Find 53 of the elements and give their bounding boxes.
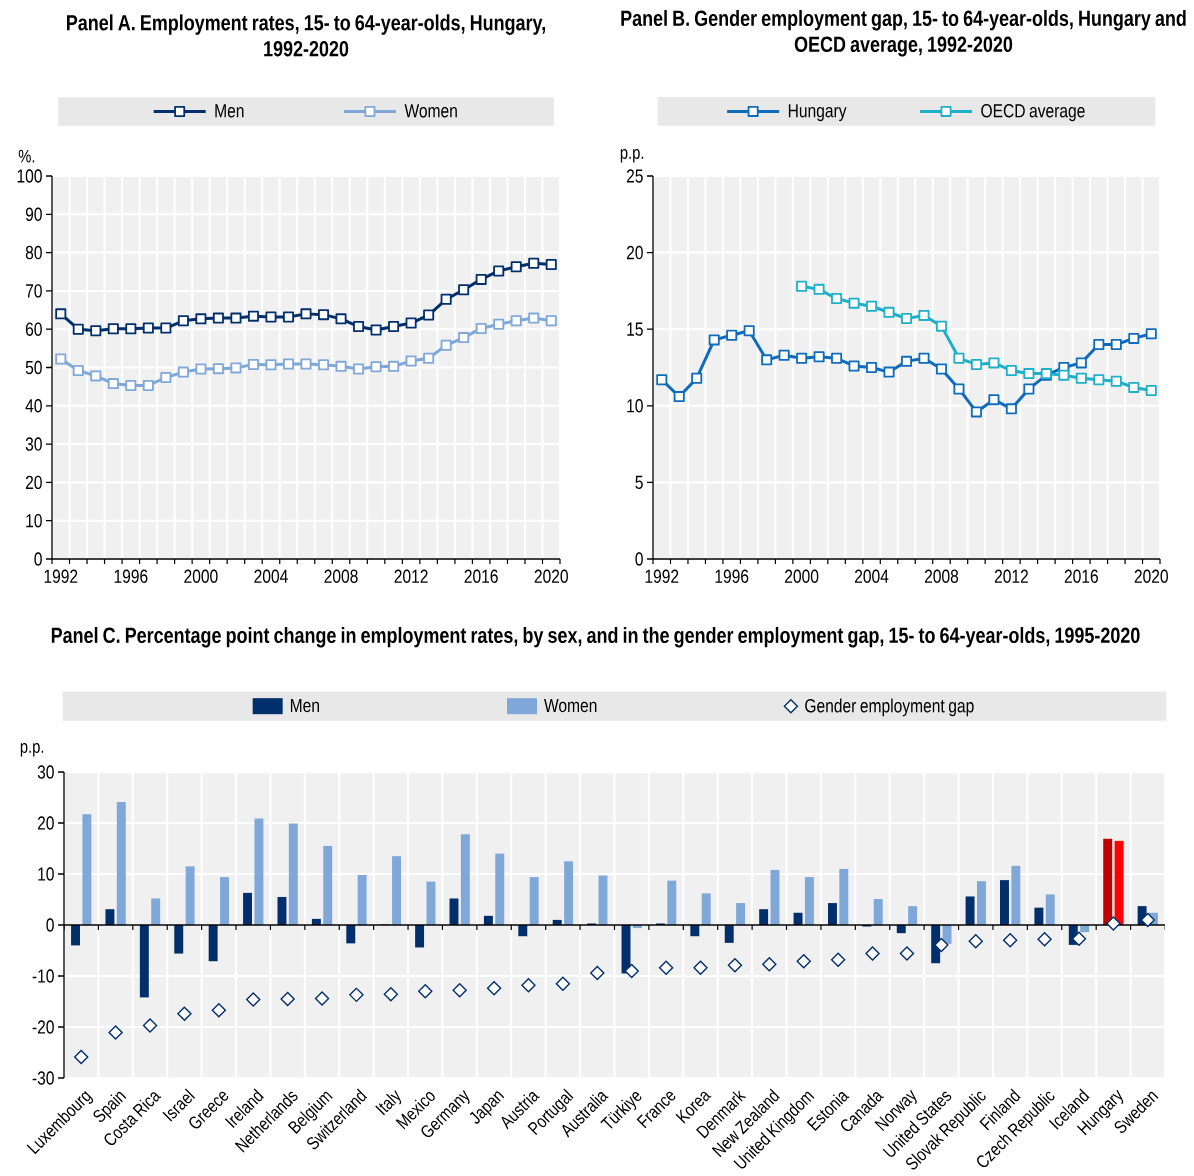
y-axis-title: %. xyxy=(18,149,35,163)
x-tick-label: 2020 xyxy=(534,569,568,583)
y-tick-label: 60 xyxy=(25,322,42,336)
y-tick-label: 20 xyxy=(37,816,54,830)
y-tick-label: 0 xyxy=(34,552,42,566)
legend-label: Hungary xyxy=(788,104,847,122)
x-tick-label: 2016 xyxy=(1064,569,1098,583)
y-tick-label: 100 xyxy=(17,169,42,183)
legend-label: Gender employment gap xyxy=(805,698,974,717)
y-tick-label: 80 xyxy=(25,245,42,260)
legend-label: Women xyxy=(404,104,457,118)
x-tick-label: 2008 xyxy=(324,569,358,583)
y-axis-title: p.p. xyxy=(20,743,44,757)
y-tick-label: 90 xyxy=(25,207,42,222)
y-tick-label: 5 xyxy=(635,475,643,490)
y-tick-label: 20 xyxy=(25,475,42,490)
y-tick-label: 10 xyxy=(38,867,54,881)
y-tick-label: -10 xyxy=(32,969,54,983)
x-tick-label: 2012 xyxy=(994,569,1028,583)
y-tick-label: 10 xyxy=(627,399,643,413)
y-tick-label: 0 xyxy=(46,918,54,932)
y-tick-label: 20 xyxy=(626,245,643,260)
chart-title: Panel B. Gender employment gap, 15- to 64-year-olds, Hungary and OECD average, 1992-2020 xyxy=(621,9,1186,57)
x-tick-label: 2020 xyxy=(1134,569,1168,583)
chart-title: Panel C. Percentage point change in employment rates, by sex, and in the gender employment gap, 15- to 64-year-olds, 1995-2020 xyxy=(51,626,1140,648)
chart-title: Panel A. Employment rates, 15- to 64-year-olds, Hungary, 1992-2020 xyxy=(67,14,545,57)
x-tick-label: 2004 xyxy=(254,569,288,583)
y-tick-label: -20 xyxy=(32,1020,54,1034)
x-tick-label: 1992 xyxy=(645,569,679,583)
legend-label: Women xyxy=(544,698,597,713)
y-tick-label: 0 xyxy=(635,552,643,566)
y-tick-label: 50 xyxy=(25,360,42,375)
y-axis-title: p.p. xyxy=(620,149,644,163)
x-tick-label: 2004 xyxy=(855,569,889,583)
y-tick-label: 40 xyxy=(25,399,42,413)
x-tick-label: 2012 xyxy=(394,569,428,583)
legend-label: Men xyxy=(290,698,319,713)
x-tick-label: 1996 xyxy=(114,569,148,583)
x-tick-label: 1992 xyxy=(44,569,78,583)
y-tick-label: 30 xyxy=(25,437,42,451)
y-tick-label: -30 xyxy=(32,1071,54,1085)
y-tick-label: 25 xyxy=(626,169,643,183)
x-tick-label: 2008 xyxy=(924,569,959,583)
y-tick-label: 15 xyxy=(627,322,643,336)
y-tick-label: 70 xyxy=(25,284,42,298)
x-tick-label: 2000 xyxy=(785,569,819,583)
x-tick-label: 2016 xyxy=(464,569,498,583)
x-tick-label: 1996 xyxy=(715,569,749,583)
y-tick-label: 30 xyxy=(37,765,54,779)
legend-label: Men xyxy=(215,104,244,118)
y-tick-label: 10 xyxy=(26,513,42,528)
x-tick-label: 2000 xyxy=(184,569,218,583)
legend-label: OECD average xyxy=(981,104,1085,122)
